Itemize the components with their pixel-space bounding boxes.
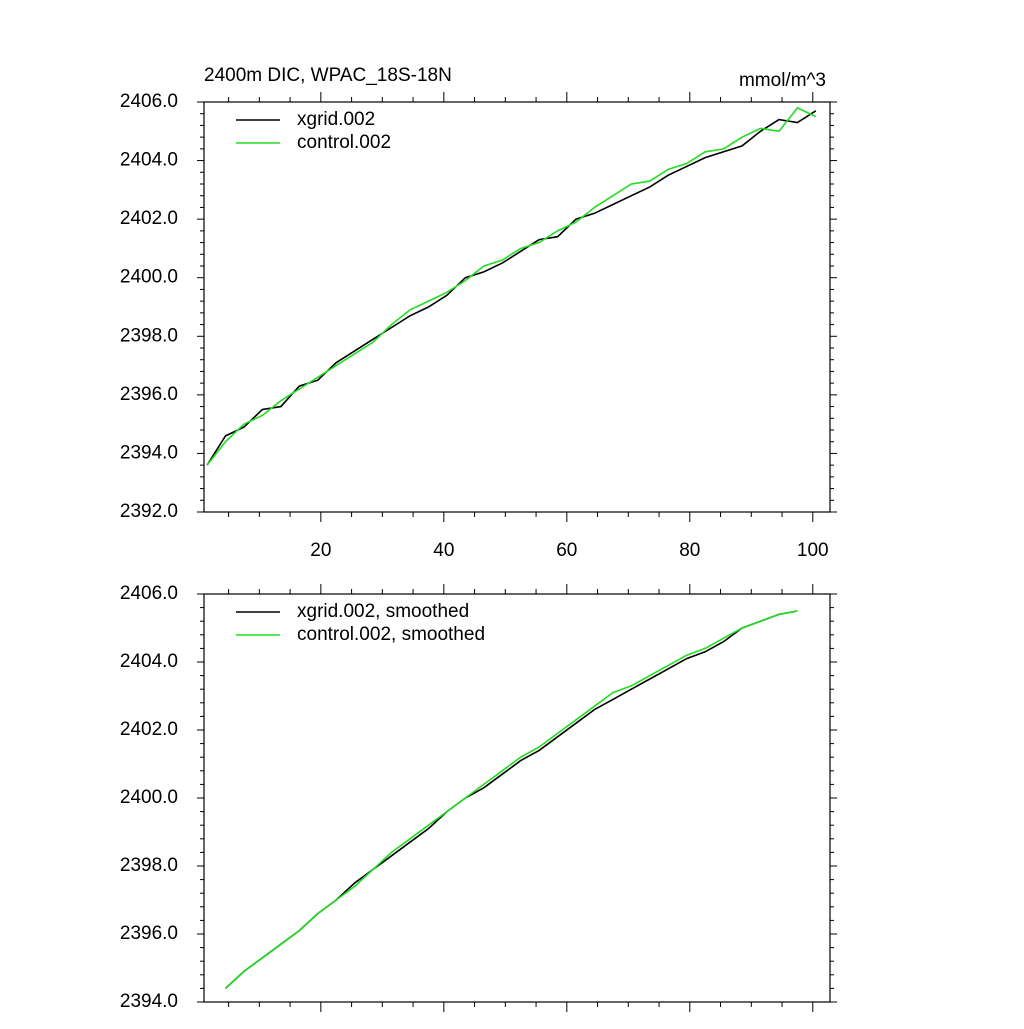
data-line — [224, 610, 798, 989]
y-tick-label: 2404.0 — [120, 150, 178, 171]
plot-frame — [203, 101, 831, 513]
x-tick-label: 80 — [679, 540, 700, 561]
plot-frame — [203, 593, 831, 1003]
x-tick-label: 60 — [556, 540, 577, 561]
x-tick-label: 20 — [310, 540, 331, 561]
data-line — [224, 610, 798, 989]
x-tick-label: 100 — [797, 540, 829, 561]
y-tick-label: 2402.0 — [120, 719, 178, 740]
chart-title: 2400m DIC, WPAC_18S-18N — [204, 65, 452, 86]
legend-label: xgrid.002, smoothed — [297, 601, 469, 622]
chart-units: mmol/m^3 — [739, 70, 826, 91]
x-tick-label: 40 — [433, 540, 454, 561]
y-tick-label: 2394.0 — [120, 442, 178, 463]
y-tick-label: 2392.0 — [120, 501, 178, 522]
data-line — [206, 106, 817, 466]
y-tick-label: 2404.0 — [120, 651, 178, 672]
y-tick-label: 2400.0 — [120, 787, 178, 808]
data-line — [206, 110, 817, 466]
y-tick-label: 2398.0 — [120, 855, 178, 876]
legend-label: xgrid.002 — [297, 109, 375, 130]
y-tick-label: 2398.0 — [120, 325, 178, 346]
y-tick-label: 2402.0 — [120, 208, 178, 229]
y-tick-label: 2394.0 — [120, 991, 178, 1012]
y-tick-label: 2406.0 — [120, 91, 178, 112]
y-tick-label: 2396.0 — [120, 923, 178, 944]
y-tick-label: 2406.0 — [120, 583, 178, 604]
legend-label: control.002, smoothed — [297, 624, 485, 645]
legend-label: control.002 — [297, 132, 391, 153]
y-tick-label: 2400.0 — [120, 267, 178, 288]
y-tick-label: 2396.0 — [120, 384, 178, 405]
